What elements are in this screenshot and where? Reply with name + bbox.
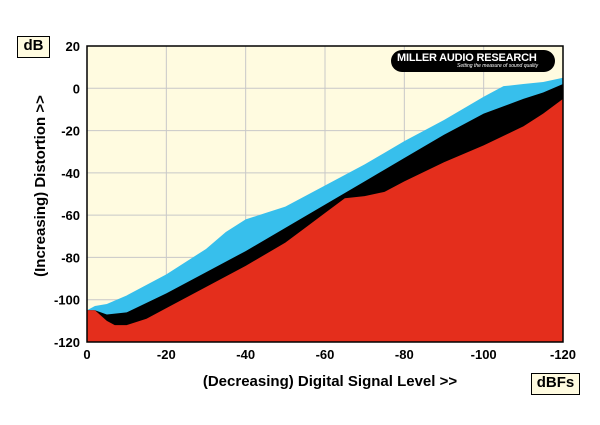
y-tick-label-4: -60: [61, 208, 80, 223]
x-tick-label-3: -60: [316, 347, 335, 362]
y-tick-label-5: -80: [61, 250, 80, 265]
x-tick-label-1: -20: [157, 347, 176, 362]
logo-pill: [391, 50, 555, 72]
y-tick-label-2: -20: [61, 124, 80, 139]
y-tick-label-7: -120: [54, 335, 80, 350]
x-unit-label: dBFs: [531, 373, 580, 395]
y-tick-label-3: -40: [61, 166, 80, 181]
x-tick-label-4: -80: [395, 347, 414, 362]
y-tick-labels: 20 0 -20 -40 -60 -80 -100 -120: [54, 39, 80, 350]
brand-logo: MILLER AUDIO RESEARCH Setting the measur…: [391, 50, 555, 72]
chart-areas: [87, 77, 563, 343]
series-area-2: [87, 98, 563, 342]
x-tick-label-5: -100: [471, 347, 497, 362]
y-unit-label: dB: [17, 36, 50, 58]
plot-frame: [86, 45, 564, 343]
x-axis-title: (Decreasing) Digital Signal Level >>: [202, 373, 458, 390]
x-tick-label-6: -120: [550, 347, 576, 362]
x-tick-label-0: 0: [83, 347, 90, 362]
y-tick-label-6: -100: [54, 293, 80, 308]
x-tick-label-2: -40: [236, 347, 255, 362]
y-tick-label-0: 20: [66, 39, 80, 54]
y-tick-label-1: 0: [73, 81, 80, 96]
y-axis-title: (Increasing) Distortion >>: [32, 95, 49, 277]
x-tick-labels: 0 -20 -40 -60 -80 -100 -120: [83, 347, 576, 362]
logo-tagline: Setting the measure of sound quality: [457, 63, 539, 69]
logo-brand-text: MILLER AUDIO RESEARCH: [397, 52, 537, 64]
